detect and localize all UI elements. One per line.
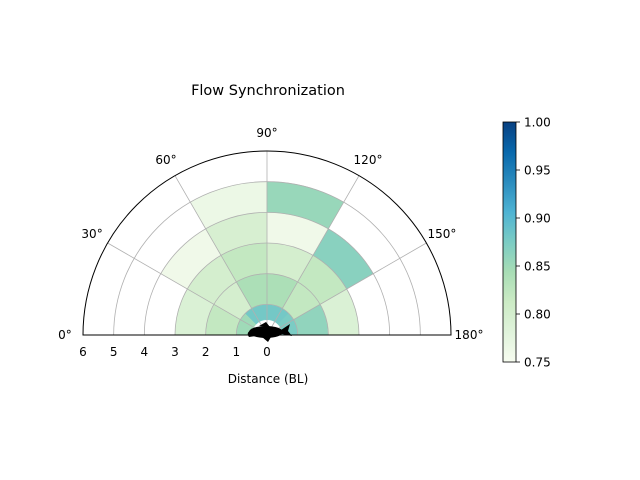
radial-tick-labels: 6 5 4 3 2 1 0 <box>79 345 271 359</box>
colorbar-ticks: 0.75 0.80 0.85 0.90 0.95 1.00 <box>516 116 551 370</box>
chart-title: Flow Synchronization <box>191 83 345 99</box>
angle-tick-label: 150° <box>427 227 456 241</box>
radial-tick-label: 5 <box>110 345 118 359</box>
polar-sectors <box>160 181 374 336</box>
radial-tick-label: 1 <box>233 345 241 359</box>
angular-gridline <box>266 242 427 336</box>
angle-tick-labels: 0° 30° 60° 90° 120° 150° 180° <box>58 126 483 342</box>
angular-gridline <box>266 175 360 336</box>
colorbar-tick-label: 0.75 <box>524 356 551 370</box>
angle-tick-label: 120° <box>354 153 383 167</box>
radial-tick-label: 3 <box>171 345 179 359</box>
angular-gridline <box>107 242 268 336</box>
colorbar-tick-label: 0.85 <box>524 260 551 274</box>
angle-tick-label: 180° <box>455 328 484 342</box>
angle-tick-label: 30° <box>81 227 102 241</box>
colorbar-tick-label: 0.95 <box>524 164 551 178</box>
colorbar: 0.75 0.80 0.85 0.90 0.95 1.00 <box>502 116 551 370</box>
angle-tick-label: 60° <box>155 153 176 167</box>
colorbar-tick-label: 1.00 <box>524 116 551 130</box>
polar-frame <box>82 150 452 336</box>
radial-tick-label: 6 <box>79 345 87 359</box>
radial-tick-label: 4 <box>141 345 149 359</box>
radial-tick-label: 0 <box>263 345 271 359</box>
angular-gridline <box>174 175 268 336</box>
colorbar-tick-label: 0.90 <box>524 212 551 226</box>
radial-tick-label: 2 <box>202 345 210 359</box>
angle-tick-label: 0° <box>58 328 72 342</box>
colorbar-tick-label: 0.80 <box>524 308 551 322</box>
colorbar-gradient <box>502 121 517 363</box>
fish-icon <box>247 322 292 342</box>
x-axis-label: Distance (BL) <box>228 372 309 386</box>
polar-grid <box>82 150 452 336</box>
angle-tick-label: 90° <box>256 126 277 140</box>
